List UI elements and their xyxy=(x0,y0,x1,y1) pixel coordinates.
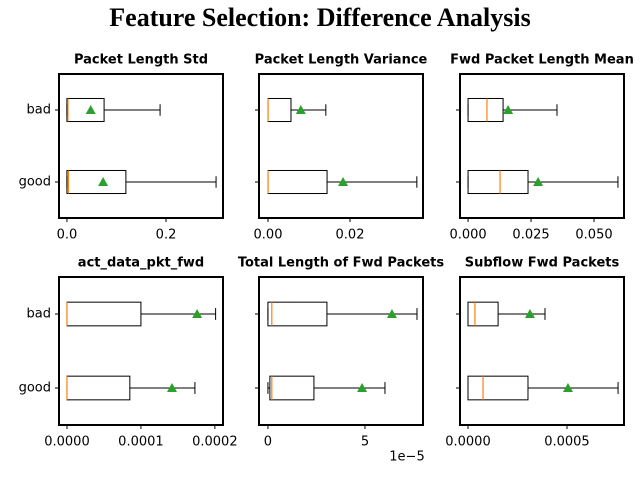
axes-frame xyxy=(459,276,625,426)
mean-marker xyxy=(533,177,544,186)
x-tick-label: 0.0002 xyxy=(192,435,238,450)
x-tick-label: 5 xyxy=(361,435,369,450)
y-tick-label: good xyxy=(19,381,51,396)
x-tick-label: 0 xyxy=(264,435,272,450)
box xyxy=(66,169,127,195)
panel-title: Packet Length Std xyxy=(74,53,208,68)
box xyxy=(269,375,315,401)
x-tick-label: 0.2 xyxy=(156,228,177,243)
axes-frame xyxy=(258,276,424,426)
y-tick-label: bad xyxy=(27,103,51,118)
x-offset-label: 1e−5 xyxy=(389,450,424,465)
x-tick-label: 0.050 xyxy=(575,228,612,243)
mean-marker xyxy=(386,309,397,318)
mean-marker xyxy=(357,383,368,392)
mean-marker xyxy=(166,383,177,392)
panel-title: Total Length of Fwd Packets xyxy=(238,256,445,271)
y-tick-label: bad xyxy=(27,307,51,322)
figure-title: Feature Selection: Difference Analysis xyxy=(109,3,530,32)
box xyxy=(66,301,142,327)
axes-frame xyxy=(58,276,224,426)
panel-title: act_data_pkt_fwd xyxy=(78,256,204,271)
mean-marker xyxy=(295,105,306,114)
mean-marker xyxy=(338,177,349,186)
x-tick-label: 0.000 xyxy=(449,228,486,243)
panel-title: Subflow Fwd Packets xyxy=(465,256,620,271)
mean-marker xyxy=(98,177,109,186)
mean-marker xyxy=(562,383,573,392)
box xyxy=(467,169,529,195)
x-tick-label: 0.02 xyxy=(336,228,365,243)
x-tick-label: 0.0000 xyxy=(44,435,90,450)
panel-title: Packet Length Variance xyxy=(255,53,428,68)
box xyxy=(66,375,131,401)
box xyxy=(267,169,328,195)
x-tick-label: 0.0000 xyxy=(445,435,491,450)
panel-title: Fwd Packet Length Mean xyxy=(450,53,634,68)
box xyxy=(467,375,529,401)
x-tick-label: 0.0005 xyxy=(544,435,590,450)
box xyxy=(66,97,105,123)
x-tick-label: 0.0 xyxy=(57,228,78,243)
mean-marker xyxy=(524,309,535,318)
mean-marker xyxy=(192,309,203,318)
box xyxy=(467,301,499,327)
mean-marker xyxy=(85,105,96,114)
x-tick-label: 0.00 xyxy=(254,228,283,243)
x-tick-label: 0.0001 xyxy=(118,435,164,450)
axes-frame xyxy=(58,73,224,219)
axes-frame xyxy=(258,73,424,219)
box xyxy=(467,97,504,123)
axes-frame xyxy=(459,73,625,219)
box xyxy=(267,97,292,123)
y-tick-label: good xyxy=(19,175,51,190)
box xyxy=(267,301,328,327)
x-tick-label: 0.025 xyxy=(512,228,549,243)
mean-marker xyxy=(503,105,514,114)
